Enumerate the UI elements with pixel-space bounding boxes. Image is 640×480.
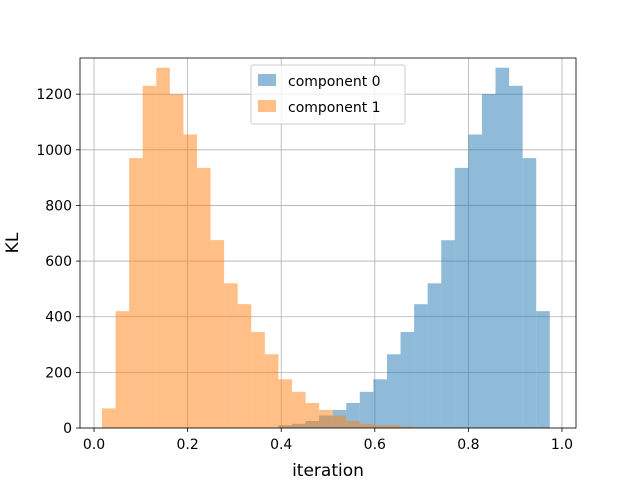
y-tick-label: 600 <box>45 254 72 270</box>
bar <box>319 409 333 428</box>
y-tick-label: 800 <box>45 198 72 214</box>
bar <box>400 426 415 428</box>
bar <box>522 158 537 428</box>
legend-swatch-component-0 <box>258 74 276 86</box>
bar <box>183 134 197 428</box>
bar <box>454 167 469 429</box>
bar <box>468 134 482 428</box>
x-axis-title: iteration <box>292 461 364 480</box>
axis-ticks: 0.0 0.2 0.4 0.6 0.8 1.0 0 200 400 600 800 1000 1200 <box>36 87 573 453</box>
bar <box>291 391 306 428</box>
bar <box>346 421 360 428</box>
bar <box>115 311 130 428</box>
legend-swatch-component-1 <box>258 100 276 112</box>
x-tick-label: 0.6 <box>364 437 386 453</box>
bar <box>224 283 238 428</box>
x-tick-label: 0.8 <box>457 437 479 453</box>
bar <box>169 94 184 429</box>
bar <box>332 415 347 428</box>
bar <box>359 391 374 428</box>
bar <box>495 67 510 428</box>
bar <box>414 304 428 428</box>
y-axis-title: KL <box>3 232 23 253</box>
bar <box>536 311 550 428</box>
bar <box>264 354 279 428</box>
bar <box>237 304 252 428</box>
x-tick-label: 0.4 <box>270 437 292 453</box>
bar <box>196 167 211 429</box>
bar <box>251 332 265 428</box>
legend-label-component-1: component 1 <box>288 100 381 116</box>
bar <box>305 402 320 428</box>
bar <box>386 354 401 428</box>
x-tick-label: 0.2 <box>176 437 198 453</box>
x-tick-label: 0.0 <box>83 437 105 453</box>
bar <box>210 240 225 428</box>
bar <box>373 425 387 428</box>
bar <box>373 379 387 428</box>
bar <box>481 94 496 429</box>
x-tick-label: 1.0 <box>551 437 573 453</box>
plot-frame <box>79 57 577 429</box>
legend-label-component-0: component 0 <box>288 74 381 90</box>
bar <box>142 85 157 428</box>
y-tick-label: 0 <box>63 421 72 437</box>
bar <box>359 423 374 428</box>
bar <box>156 67 170 428</box>
bar <box>278 379 292 428</box>
legend-box <box>250 64 406 125</box>
bar <box>101 408 116 428</box>
y-tick-label: 200 <box>45 365 72 381</box>
bar <box>386 425 401 428</box>
y-tick-label: 1200 <box>36 87 72 103</box>
series-component-0 <box>278 67 550 429</box>
bar <box>509 85 523 428</box>
y-tick-label: 1000 <box>36 143 72 159</box>
bar <box>441 240 455 428</box>
series-component-1 <box>101 67 415 429</box>
bar <box>129 158 143 428</box>
histogram-bars <box>101 67 550 429</box>
y-tick-label: 400 <box>45 310 72 326</box>
bar <box>400 332 415 428</box>
bar <box>427 283 442 428</box>
legend: component 0 component 1 <box>250 64 406 125</box>
